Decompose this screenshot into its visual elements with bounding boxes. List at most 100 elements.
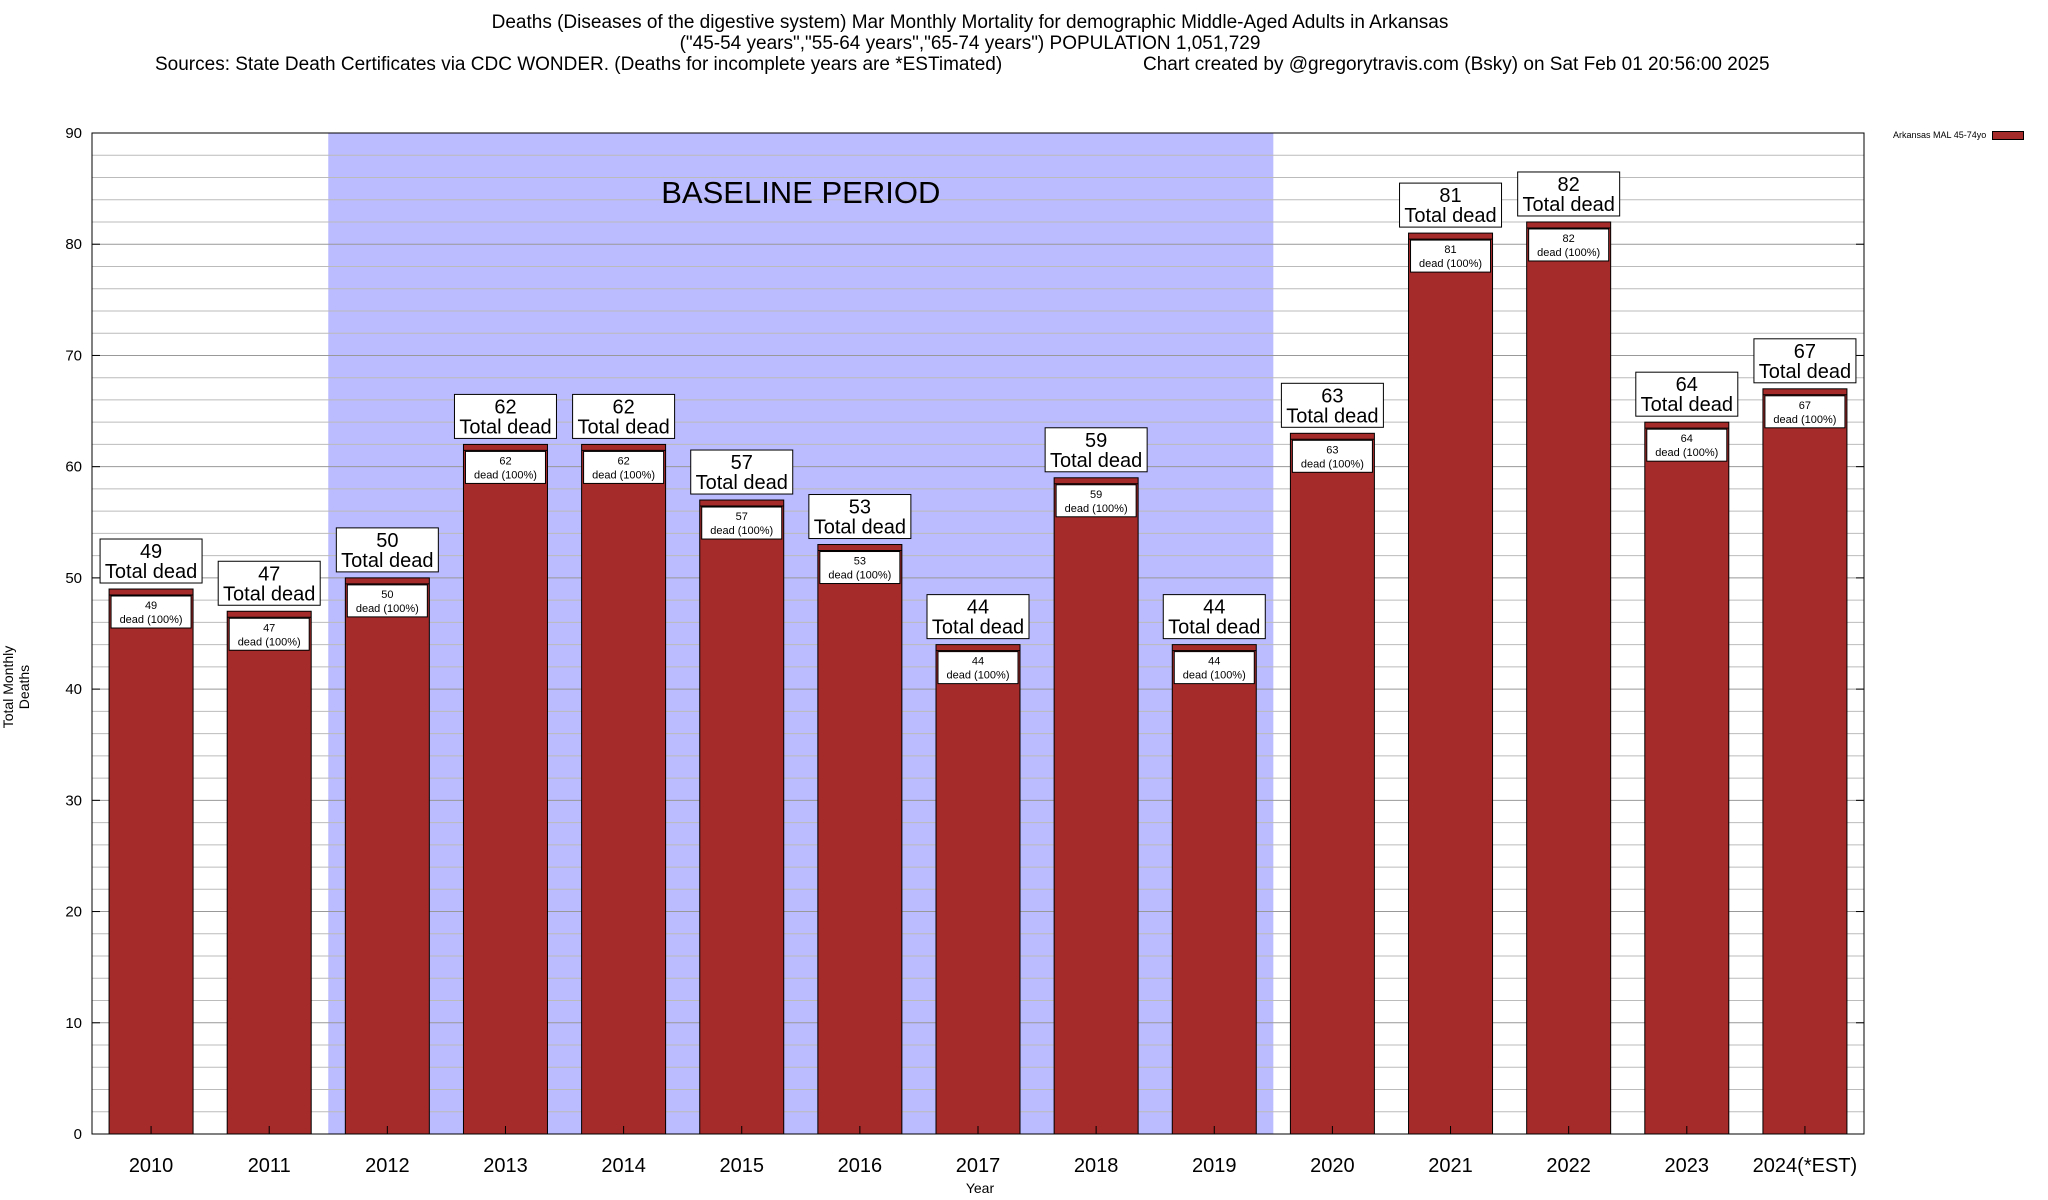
inner-percent-label: dead (100%) [1301, 458, 1364, 470]
inner-value-label: 44 [972, 656, 984, 668]
baseline-label: BASELINE PERIOD [661, 175, 940, 210]
y-tick-label: 80 [65, 236, 82, 253]
top-label-box [1044, 427, 1148, 473]
top-total-label: Total dead [1286, 405, 1378, 427]
inner-label-box [1055, 484, 1137, 518]
top-value-label: 44 [1203, 597, 1225, 619]
top-value-label: 81 [1439, 185, 1461, 207]
legend-label: Arkansas MAL 45-74yo [1893, 130, 1987, 140]
top-label-box [1280, 382, 1384, 428]
inner-label-box [228, 617, 310, 651]
inner-label-box [819, 551, 901, 585]
x-tick-label: 2016 [838, 1155, 883, 1177]
inner-value-label: 82 [1563, 233, 1575, 245]
top-value-label: 47 [258, 563, 280, 585]
x-tick-label: 2021 [1428, 1155, 1473, 1177]
inner-label-box [1173, 651, 1255, 685]
chart-subtitle: ("45-54 years","55-64 years","65-74 year… [679, 33, 1261, 54]
chart-source: Sources: State Death Certificates via CD… [155, 54, 1003, 75]
top-label-box [690, 449, 794, 495]
bar [1171, 644, 1257, 1135]
y-tick-label: 0 [74, 1126, 82, 1143]
bar [108, 588, 194, 1135]
x-tick-label: 2022 [1546, 1155, 1591, 1177]
inner-value-label: 57 [736, 511, 748, 523]
y-tick-label: 60 [65, 459, 82, 476]
x-axis-label: Year [965, 1180, 995, 1196]
inner-value-label: 53 [854, 556, 866, 568]
y-axis-label: Total Monthly Deaths [0, 645, 32, 729]
top-value-label: 50 [376, 530, 398, 552]
inner-label-box [1528, 228, 1610, 262]
top-value-label: 62 [494, 396, 516, 418]
top-total-label: Total dead [1168, 617, 1260, 639]
y-tick-label: 30 [65, 792, 82, 809]
top-total-label: Total dead [814, 517, 906, 539]
inner-percent-label: dead (100%) [828, 570, 891, 582]
chart-credit: Chart created by @gregorytravis.com (Bsk… [1143, 54, 1770, 75]
top-total-label: Total dead [459, 416, 551, 438]
inner-value-label: 67 [1799, 400, 1811, 412]
top-value-label: 64 [1676, 374, 1698, 396]
top-total-label: Total dead [1404, 205, 1496, 227]
legend-swatch [1992, 130, 2025, 140]
inner-label-box [937, 651, 1019, 685]
y-tick-label: 70 [65, 347, 82, 364]
inner-percent-label: dead (100%) [238, 636, 301, 648]
inner-percent-label: dead (100%) [1065, 503, 1128, 515]
top-value-label: 57 [731, 452, 753, 474]
x-tick-label: 2012 [365, 1155, 410, 1177]
top-total-label: Total dead [932, 617, 1024, 639]
inner-label-box [346, 584, 428, 618]
x-tick-label: 2019 [1192, 1155, 1237, 1177]
inner-percent-label: dead (100%) [710, 525, 773, 537]
inner-label-box [1410, 239, 1492, 273]
top-total-label: Total dead [1523, 194, 1615, 216]
inner-percent-label: dead (100%) [1183, 670, 1246, 682]
bar [1644, 421, 1730, 1135]
top-label-box [453, 393, 557, 439]
inner-percent-label: dead (100%) [1655, 447, 1718, 459]
top-total-label: Total dead [1050, 450, 1142, 472]
inner-label-box [110, 595, 192, 629]
top-value-label: 49 [140, 541, 162, 563]
inner-percent-label: dead (100%) [120, 614, 183, 626]
inner-percent-label: dead (100%) [1537, 247, 1600, 259]
top-label-box [1517, 171, 1621, 217]
x-tick-label: 2020 [1310, 1155, 1355, 1177]
inner-value-label: 44 [1208, 656, 1220, 668]
inner-value-label: 50 [381, 589, 393, 601]
y-tick-label: 40 [65, 681, 82, 698]
bar [1053, 477, 1139, 1135]
top-value-label: 53 [849, 497, 871, 519]
top-label-box [572, 393, 676, 439]
top-label-box [335, 527, 439, 573]
bar [344, 577, 430, 1135]
inner-value-label: 63 [1326, 444, 1338, 456]
top-label-box [99, 538, 203, 584]
bar [935, 644, 1021, 1135]
top-value-label: 62 [612, 396, 634, 418]
inner-value-label: 62 [617, 455, 629, 467]
bar [699, 499, 785, 1135]
inner-value-label: 62 [499, 455, 511, 467]
y-tick-label: 50 [65, 570, 82, 587]
x-tick-label: 2010 [129, 1155, 174, 1177]
bar [226, 610, 312, 1135]
top-total-label: Total dead [1759, 361, 1851, 383]
top-value-label: 82 [1558, 174, 1580, 196]
chart-title: Deaths (Diseases of the digestive system… [491, 12, 1449, 33]
top-value-label: 44 [967, 597, 989, 619]
bar [1762, 388, 1848, 1135]
top-total-label: Total dead [341, 550, 433, 572]
top-label-box [1635, 371, 1739, 417]
inner-percent-label: dead (100%) [592, 469, 655, 481]
inner-percent-label: dead (100%) [474, 469, 537, 481]
top-label-box [808, 494, 912, 540]
inner-label-box [1646, 428, 1728, 462]
top-label-box [1399, 182, 1503, 228]
inner-value-label: 47 [263, 622, 275, 634]
inner-value-label: 81 [1444, 244, 1456, 256]
legend: Arkansas MAL 45-74yo [1893, 130, 2025, 140]
